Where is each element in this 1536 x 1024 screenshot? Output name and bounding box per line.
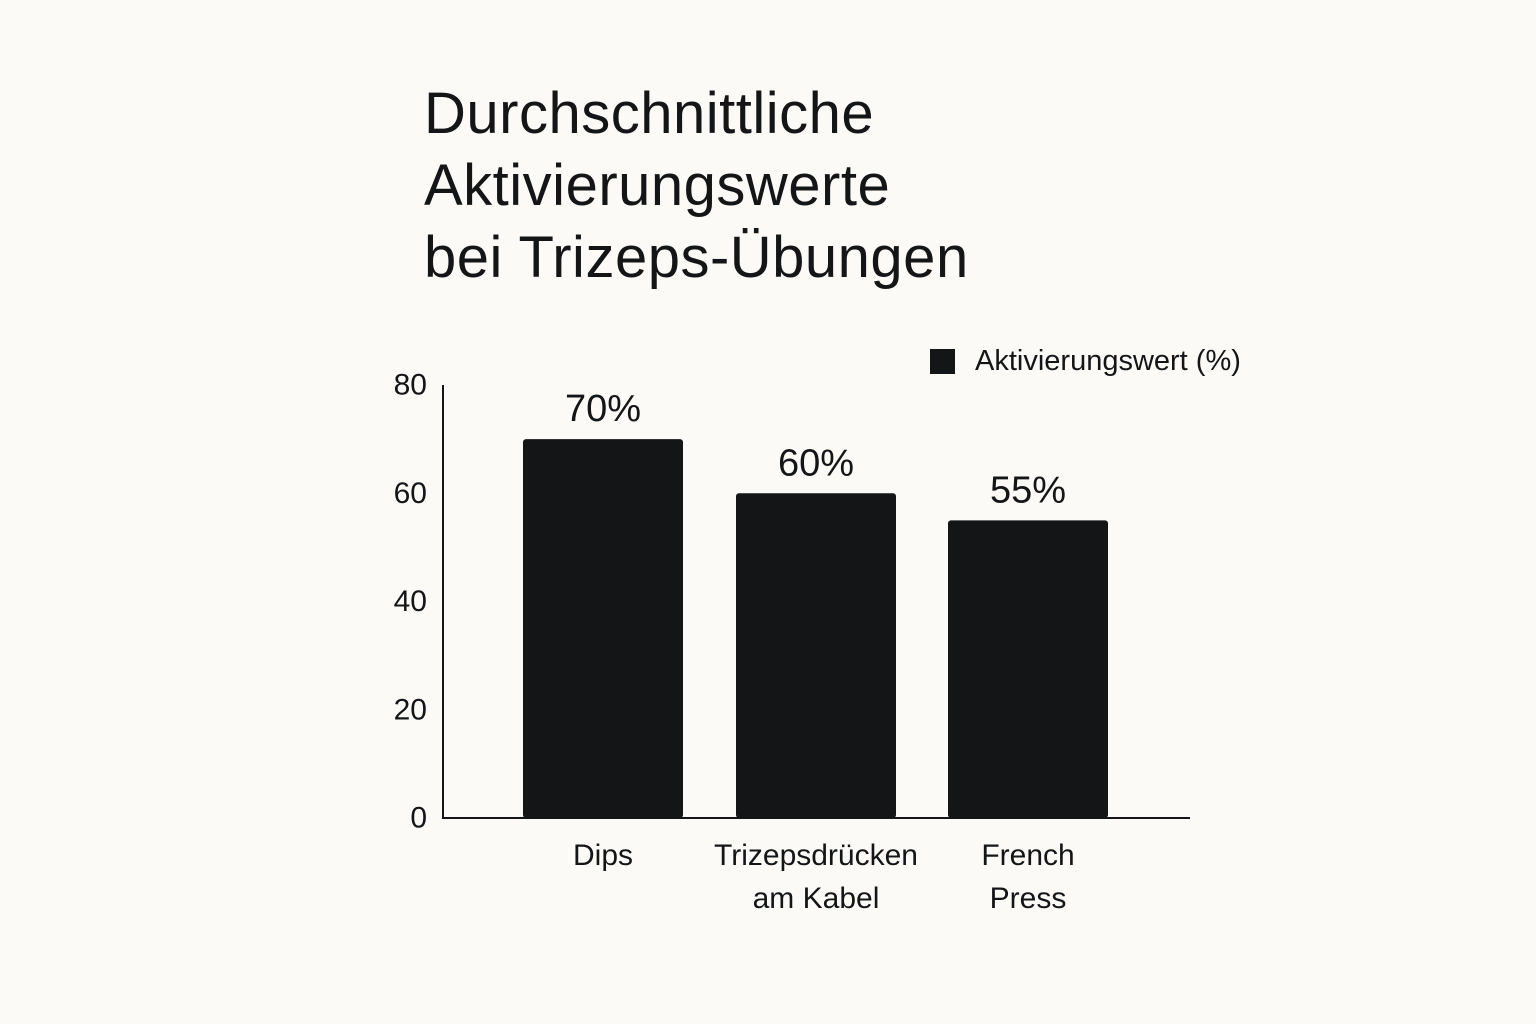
x-category-label: am Kabel [753, 882, 880, 915]
bar [948, 520, 1108, 818]
data-label: 55% [990, 469, 1066, 511]
x-category-label: Dips [573, 839, 633, 872]
x-category-label: French [981, 839, 1074, 872]
chart-legend: Aktivierungswert (%) [930, 343, 1241, 379]
y-tick-label: 0 [410, 802, 427, 835]
data-label: 60% [778, 442, 854, 484]
chart-title-line-2: Aktivierungswerte [424, 153, 891, 218]
chart-title-line-3: bei Trizeps-Übungen [424, 225, 969, 290]
x-category-label: Trizepsdrücken [714, 839, 918, 872]
bar [523, 439, 683, 818]
data-label: 70% [565, 388, 641, 430]
y-tick-label: 80 [394, 369, 427, 402]
legend-swatch [930, 348, 955, 374]
chart-title: Durchschnittliche Aktivierungswerte bei … [424, 78, 969, 294]
y-tick-label: 40 [394, 585, 427, 618]
x-category-label: Press [990, 882, 1067, 915]
legend-label: Aktivierungswert (%) [975, 344, 1241, 377]
y-tick-label: 60 [394, 477, 427, 510]
y-tick-label: 20 [394, 693, 427, 726]
bar [736, 493, 896, 818]
chart-title-line-1: Durchschnittliche [424, 81, 875, 146]
